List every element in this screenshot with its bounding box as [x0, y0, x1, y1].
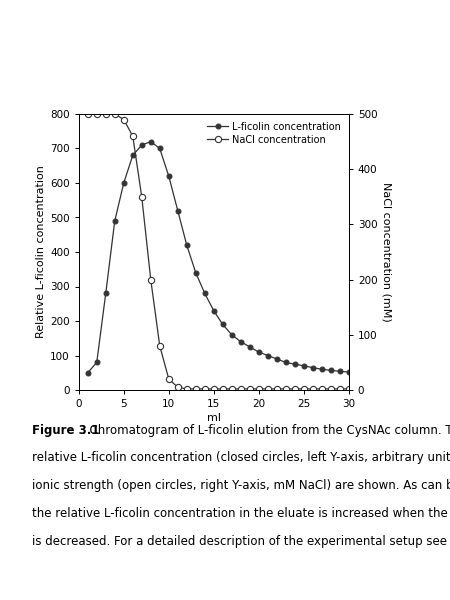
NaCl concentration [283, 385, 288, 392]
Text: Figure 3.1: Figure 3.1 [32, 424, 99, 437]
NaCl concentration [139, 193, 144, 200]
NaCl concentration [175, 383, 180, 391]
L-ficolin concentration [166, 172, 171, 179]
Legend: L-ficolin concentration, NaCl concentration: L-ficolin concentration, NaCl concentrat… [204, 119, 344, 148]
NaCl concentration [202, 385, 207, 392]
NaCl concentration [211, 385, 216, 392]
NaCl concentration [157, 342, 162, 349]
NaCl concentration [274, 385, 279, 392]
L-ficolin concentration [85, 369, 90, 376]
NaCl concentration [256, 385, 261, 392]
NaCl concentration [103, 110, 108, 118]
L-ficolin concentration [103, 290, 108, 297]
L-ficolin concentration [139, 142, 144, 149]
L-ficolin concentration [238, 338, 243, 345]
Text: relative L-ficolin concentration (closed circles, left Y-axis, arbitrary units) : relative L-ficolin concentration (closed… [32, 451, 450, 464]
L-ficolin concentration [301, 362, 306, 370]
Text: the relative L-ficolin concentration in the eluate is increased when the ionic s: the relative L-ficolin concentration in … [32, 507, 450, 520]
NaCl concentration [229, 385, 234, 392]
L-ficolin concentration [346, 368, 351, 376]
L-ficolin concentration [310, 364, 315, 371]
NaCl concentration [184, 385, 189, 392]
L-ficolin concentration [130, 152, 135, 159]
NaCl concentration [85, 110, 90, 118]
NaCl concentration [121, 116, 126, 123]
L-ficolin concentration [328, 367, 333, 374]
L-ficolin concentration [202, 290, 207, 297]
NaCl concentration [310, 385, 315, 392]
L-ficolin concentration [175, 207, 180, 214]
NaCl concentration [112, 110, 117, 118]
L-ficolin concentration [274, 355, 279, 362]
L-ficolin concentration [94, 359, 99, 366]
L-ficolin concentration [211, 307, 216, 314]
NaCl concentration [337, 385, 342, 392]
L-ficolin concentration [121, 179, 126, 187]
Text: ionic strength (open circles, right Y-axis, mM NaCl) are shown. As can be observ: ionic strength (open circles, right Y-ax… [32, 479, 450, 493]
Y-axis label: Relative L-ficolin concentration: Relative L-ficolin concentration [36, 166, 46, 338]
NaCl concentration [319, 385, 324, 392]
X-axis label: ml: ml [207, 413, 221, 423]
NaCl concentration [130, 133, 135, 140]
Text: . Chromatogram of L-ficolin elution from the CysNAc column. The: . Chromatogram of L-ficolin elution from… [82, 424, 450, 437]
L-ficolin concentration [292, 361, 297, 368]
L-ficolin concentration [337, 368, 342, 375]
Text: is decreased. For a detailed description of the experimental setup see section 3: is decreased. For a detailed description… [32, 535, 450, 548]
NaCl concentration [328, 385, 333, 392]
L-ficolin concentration [265, 352, 270, 359]
L-ficolin concentration [220, 321, 225, 328]
NaCl concentration [301, 385, 306, 392]
L-ficolin concentration [247, 343, 252, 350]
NaCl concentration [346, 385, 351, 392]
NaCl concentration [292, 385, 297, 392]
L-ficolin concentration [148, 138, 153, 145]
L-ficolin concentration [229, 331, 234, 338]
L-ficolin concentration [184, 241, 189, 248]
NaCl concentration [94, 110, 99, 118]
NaCl concentration [148, 276, 153, 283]
NaCl concentration [265, 385, 270, 392]
L-ficolin concentration [193, 269, 198, 276]
L-ficolin concentration [112, 217, 117, 224]
Line: L-ficolin concentration: L-ficolin concentration [86, 139, 351, 375]
L-ficolin concentration [283, 359, 288, 366]
NaCl concentration [238, 385, 243, 392]
NaCl concentration [220, 385, 225, 392]
NaCl concentration [193, 385, 198, 392]
Y-axis label: NaCl concentration (mM): NaCl concentration (mM) [381, 182, 392, 322]
NaCl concentration [166, 376, 171, 383]
NaCl concentration [247, 385, 252, 392]
L-ficolin concentration [256, 349, 261, 356]
Line: NaCl concentration: NaCl concentration [85, 111, 352, 392]
L-ficolin concentration [157, 145, 162, 152]
L-ficolin concentration [319, 365, 324, 373]
